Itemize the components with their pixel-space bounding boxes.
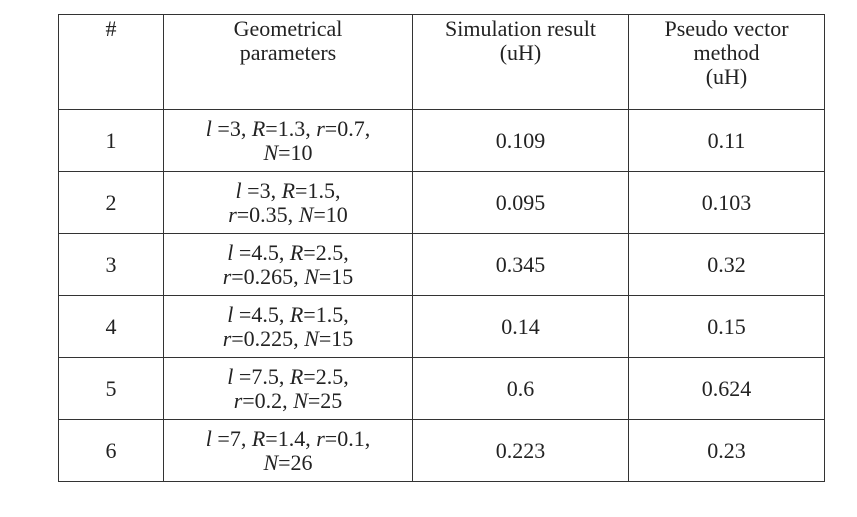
cell-text: 5 [105,375,117,401]
table-cell: l =4.5, R=2.5, r=0.265, N=15 [163,233,413,296]
table-cell: 6 [58,419,164,482]
table-cell: # [58,14,164,110]
table-cell: 4 [58,295,164,358]
cell-text: 0.32 [707,251,746,277]
table-cell: l =7, R=1.4, r=0.1, N=26 [163,419,413,482]
cell-text: # [105,16,117,41]
cell-text: 6 [105,437,117,463]
cell-text: (uH) [705,64,748,89]
cell-text: 0.624 [701,375,752,401]
cell-text: 0.109 [495,127,546,153]
table-cell: l =7.5, R=2.5, r=0.2, N=25 [163,357,413,420]
cell-text: Geometrical [233,16,343,41]
cell-text: l =7.5, R=2.5, [227,363,349,389]
cell-text: (uH) [499,40,542,65]
table-cell: 0.23 [628,419,825,482]
cell-text: 0.14 [501,313,540,339]
cell-text: r=0.2, N=25 [233,387,343,413]
cell-text: r=0.265, N=15 [222,263,354,289]
table-row: 5 l =7.5, R=2.5, r=0.2, N=25 0.6 0.624 [58,357,825,420]
cell-text: N=26 [263,449,313,475]
table-cell: 0.32 [628,233,825,296]
cell-text: 0.23 [707,437,746,463]
table-cell: 0.095 [412,171,629,234]
table-cell: l =3, R=1.5, r=0.35, N=10 [163,171,413,234]
table-body: # Geometrical parameters Simulation result(… [58,14,825,482]
table-cell: Pseudo vector method (uH) [628,14,825,110]
cell-text: parameters [239,40,337,65]
table-cell: Simulation result (uH) [412,14,629,110]
cell-text: 0.11 [707,127,746,153]
cell-text: l =4.5, R=1.5, [227,301,349,327]
cell-text: l =3, R=1.3, r=0.7, [205,115,371,141]
cell-text: 0.103 [701,189,752,215]
cell-text: 2 [105,189,117,215]
table-cell: Geometrical parameters [163,14,413,110]
table-cell: 0.624 [628,357,825,420]
cell-text: 1 [105,127,117,153]
table-cell: 1 [58,109,164,172]
cell-text: r=0.35, N=10 [228,201,348,227]
table-cell: 0.109 [412,109,629,172]
table-cell: 0.6 [412,357,629,420]
header-row: # Geometrical parameters Simulation result(… [58,14,825,110]
cell-text: 0.15 [707,313,746,339]
cell-text: Pseudo vector [664,16,789,41]
table-cell: 0.223 [412,419,629,482]
table-cell: 0.14 [412,295,629,358]
cell-text: r=0.225, N=15 [222,325,354,351]
cell-text: 4 [105,313,117,339]
table-row: 1 l =3, R=1.3, r=0.7, N=10 0.109 0.11 [58,109,825,172]
table-cell: 0.345 [412,233,629,296]
cell-text: 0.345 [495,251,546,277]
cell-text: Simulation result [445,16,596,41]
table-cell: l =3, R=1.3, r=0.7, N=10 [163,109,413,172]
cell-text: method [693,40,760,65]
cell-text: 0.6 [506,375,535,401]
cell-text: 0.223 [495,437,546,463]
table-cell: 3 [58,233,164,296]
table-cell: 5 [58,357,164,420]
cell-text: l =4.5, R=2.5, [227,239,349,265]
data-table: # Geometrical parameters Simulation result(… [58,14,825,482]
table-cell: l =4.5, R=1.5, r=0.225, N=15 [163,295,413,358]
table-cell: 0.15 [628,295,825,358]
table-row: 6 l =7, R=1.4, r=0.1, N=26 0.223 0.23 [58,419,825,482]
table-cell: 0.103 [628,171,825,234]
table-row: 4 l =4.5, R=1.5, r=0.225, N=15 0.14 0.15 [58,295,825,358]
table-row: 2 l =3, R=1.5, r=0.35, N=10 0.095 0.103 [58,171,825,234]
cell-text: N=10 [263,139,313,165]
cell-text: 3 [105,251,117,277]
table-cell: 0.11 [628,109,825,172]
cell-text: l =3, R=1.5, [235,177,341,203]
cell-text: 0.095 [495,189,546,215]
table-row: 3 l =4.5, R=2.5, r=0.265, N=15 0.345 0.32 [58,233,825,296]
cell-text: l =7, R=1.4, r=0.1, [205,425,371,451]
table-cell: 2 [58,171,164,234]
